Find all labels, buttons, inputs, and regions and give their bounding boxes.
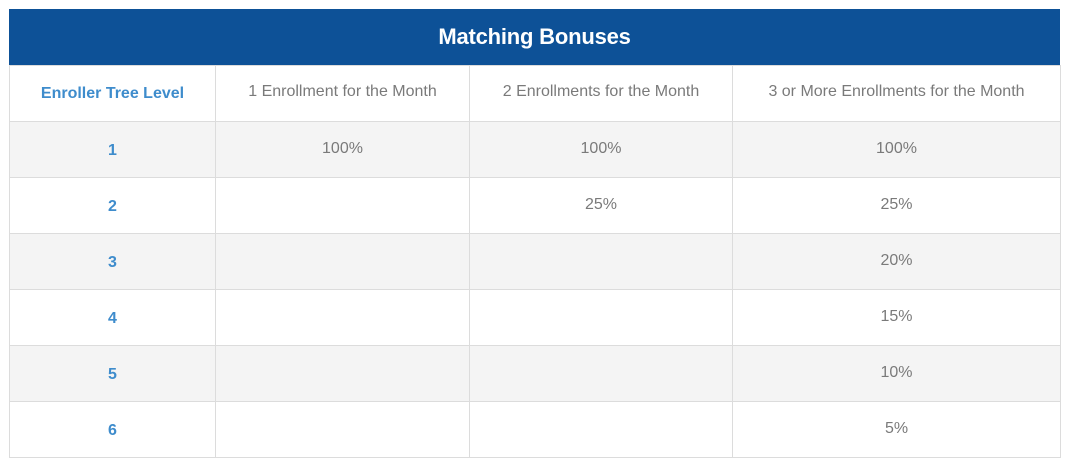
- level-cell: 5: [9, 345, 216, 402]
- one-enrollment-cell: [215, 177, 470, 234]
- two-enrollments-cell: 100%: [469, 121, 733, 178]
- table-row: 1 100% 100% 100%: [9, 121, 1061, 178]
- two-enrollments-cell: 25%: [469, 177, 733, 234]
- two-enrollments-cell: [469, 345, 733, 402]
- table-row: 3 20%: [9, 233, 1061, 290]
- one-enrollment-cell: [215, 233, 470, 290]
- two-enrollments-cell: [469, 401, 733, 458]
- matching-bonuses-table-container: Matching Bonuses Enroller Tree Level 1 E…: [9, 9, 1061, 458]
- three-or-more-cell: 10%: [732, 345, 1061, 402]
- three-or-more-cell: 15%: [732, 289, 1061, 346]
- column-header-one-enrollment: 1 Enrollment for the Month: [215, 65, 470, 122]
- table-row: 5 10%: [9, 345, 1061, 402]
- three-or-more-cell: 20%: [732, 233, 1061, 290]
- three-or-more-cell: 5%: [732, 401, 1061, 458]
- level-cell: 2: [9, 177, 216, 234]
- two-enrollments-cell: [469, 233, 733, 290]
- two-enrollments-cell: [469, 289, 733, 346]
- level-cell: 4: [9, 289, 216, 346]
- one-enrollment-cell: [215, 289, 470, 346]
- table-row: 6 5%: [9, 401, 1061, 458]
- column-header-level: Enroller Tree Level: [9, 65, 216, 122]
- level-cell: 6: [9, 401, 216, 458]
- matching-bonuses-table: Enroller Tree Level 1 Enrollment for the…: [9, 65, 1061, 458]
- table-row: 2 25% 25%: [9, 177, 1061, 234]
- column-header-two-enrollments: 2 Enrollments for the Month: [469, 65, 733, 122]
- header-row: Enroller Tree Level 1 Enrollment for the…: [9, 65, 1061, 122]
- three-or-more-cell: 25%: [732, 177, 1061, 234]
- table-title: Matching Bonuses: [9, 9, 1060, 65]
- level-cell: 3: [9, 233, 216, 290]
- one-enrollment-cell: [215, 345, 470, 402]
- table-row: 4 15%: [9, 289, 1061, 346]
- column-header-three-or-more-enrollments: 3 or More Enrollments for the Month: [732, 65, 1061, 122]
- one-enrollment-cell: [215, 401, 470, 458]
- three-or-more-cell: 100%: [732, 121, 1061, 178]
- one-enrollment-cell: 100%: [215, 121, 470, 178]
- level-cell: 1: [9, 121, 216, 178]
